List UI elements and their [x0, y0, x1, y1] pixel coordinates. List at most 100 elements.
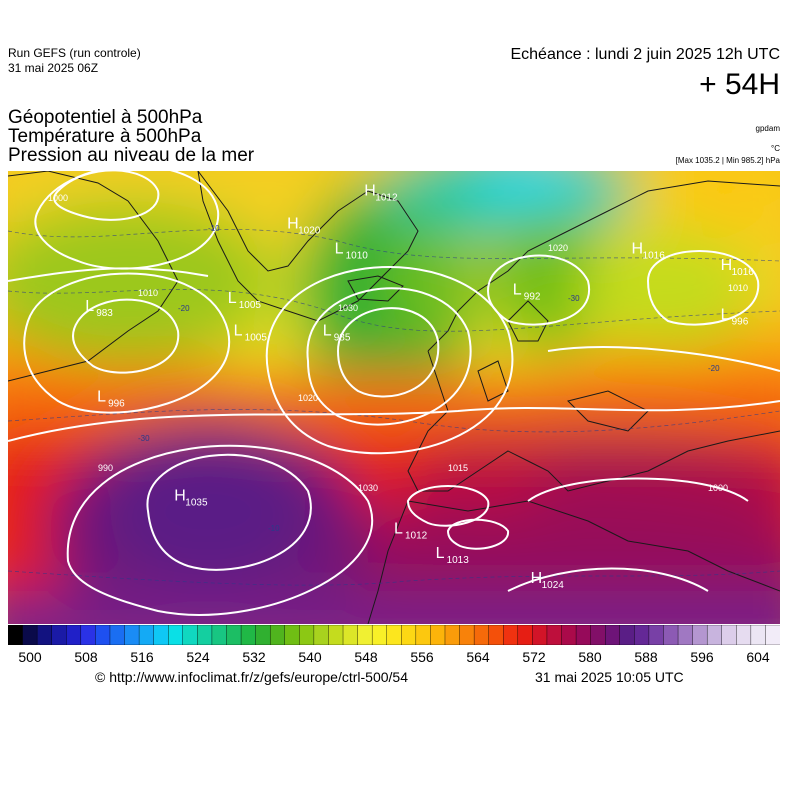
colorbar-swatch [168, 625, 184, 645]
run-info: Run GEFS (run controle) 31 mai 2025 06Z [8, 46, 141, 76]
isobar-label: 1030 [338, 303, 358, 313]
colorbar-swatch [444, 625, 461, 645]
isobar-label: 1015 [448, 463, 468, 473]
colorbar-swatch [401, 625, 417, 645]
colorbar-swatch [240, 625, 257, 645]
isobar-label: 1010 [138, 288, 158, 298]
low-pressure-center: L 983 [85, 298, 113, 319]
center-letter: L [436, 545, 445, 562]
colorbar-swatch [663, 625, 679, 645]
center-letter: L [97, 389, 106, 406]
center-value: 996 [732, 316, 749, 327]
colorbar-swatch [692, 625, 708, 645]
high-pressure-center: H 1020 [287, 216, 321, 237]
colorbar-swatch [430, 625, 446, 645]
colorbar-swatch [765, 625, 780, 645]
colorbar-tick-label: 556 [410, 649, 434, 665]
title-pressure: Pression au niveau de la mer [8, 145, 255, 166]
colorbar-tick-label: 588 [634, 649, 658, 665]
isotherm-label: -30 [138, 434, 150, 443]
center-letter: L [323, 323, 332, 340]
center-letter: H [721, 257, 733, 274]
center-letter: H [531, 570, 543, 587]
colorbar-tick-label: 548 [354, 649, 378, 665]
center-value: 992 [524, 292, 541, 303]
colorbar-tick-label: 500 [18, 649, 42, 665]
unit-gpdam: gpdam [755, 124, 780, 133]
colorbar-swatch [313, 625, 330, 645]
colorbar-swatch [109, 625, 126, 645]
isotherm-label: -10 [268, 524, 280, 533]
colorbar-swatch [415, 625, 432, 645]
colorbar-swatch [503, 625, 519, 645]
low-pressure-center: L 996 [97, 389, 125, 410]
isobar-label: 1020 [298, 393, 318, 403]
low-pressure-center: L 1005 [234, 323, 268, 344]
center-value: 996 [108, 399, 125, 410]
colorbar-tick-label: 524 [186, 649, 210, 665]
colorbar-tick-label: 532 [242, 649, 266, 665]
footer-url: © http://www.infoclimat.fr/z/gefs/europe… [95, 669, 409, 685]
colorbar-swatch [138, 625, 155, 645]
center-value: 983 [96, 308, 113, 319]
center-letter: L [721, 306, 730, 323]
colorbar-swatch [473, 625, 490, 645]
colorbar [8, 625, 780, 645]
center-letter: H [364, 183, 376, 200]
low-pressure-center: L 1010 [335, 240, 369, 261]
center-letter: H [174, 487, 186, 504]
center-value: 1012 [375, 193, 398, 204]
center-letter: L [85, 298, 94, 315]
isobar-label: 1030 [358, 483, 378, 493]
colorbar-swatch [328, 625, 344, 645]
colorbar-tick-label: 604 [746, 649, 770, 665]
isobar-label: 1000 [48, 193, 68, 203]
center-value: 1005 [245, 333, 268, 344]
colorbar-swatch [677, 625, 694, 645]
center-value: 985 [334, 333, 351, 344]
colorbar-swatch [605, 625, 621, 645]
colorbar-swatch [648, 625, 665, 645]
colorbar-swatch [51, 625, 67, 645]
geopotential-field [8, 171, 780, 624]
center-value: 1020 [298, 226, 321, 237]
colorbar-tick-label: 540 [298, 649, 322, 665]
center-letter: H [632, 240, 644, 257]
title-temperature: Température à 500hPa [8, 126, 202, 147]
isotherm-label: -30 [568, 294, 580, 303]
high-pressure-center: H 1024 [531, 570, 565, 591]
low-pressure-center: L 1013 [436, 545, 470, 566]
pressure-range: [Max 1035.2 | Min 985.2] hPa [675, 156, 780, 165]
colorbar-swatch [342, 625, 359, 645]
isobars [8, 171, 780, 616]
center-value: 1012 [405, 530, 428, 541]
low-pressure-center: L 1012 [394, 520, 428, 541]
center-letter: L [234, 323, 243, 340]
colorbar-swatch [517, 625, 534, 645]
colorbar-swatch [197, 625, 213, 645]
colorbar-swatch [124, 625, 140, 645]
colorbar-swatch [561, 625, 577, 645]
colorbar-swatch [299, 625, 315, 645]
isobar-label: 990 [98, 463, 113, 473]
high-pressure-center: H 1016 [721, 257, 755, 278]
isotherm-label: -10 [208, 224, 220, 233]
colorbar-swatch [80, 625, 97, 645]
center-value: 1016 [732, 267, 755, 278]
colorbar-swatch [736, 625, 752, 645]
low-pressure-center: L 992 [513, 282, 541, 303]
colorbar-swatch [182, 625, 199, 645]
isobar-label: 1000 [708, 483, 728, 493]
colorbar-tick-label: 596 [690, 649, 714, 665]
center-letter: L [335, 240, 344, 257]
colorbar-swatch [386, 625, 402, 645]
isotherm-label: -20 [708, 364, 720, 373]
colorbar-swatch [634, 625, 650, 645]
colorbar-swatch [226, 625, 242, 645]
center-value: 1035 [185, 497, 208, 508]
center-letter: L [513, 282, 522, 299]
colorbar-swatch [357, 625, 373, 645]
colorbar-swatch [153, 625, 169, 645]
